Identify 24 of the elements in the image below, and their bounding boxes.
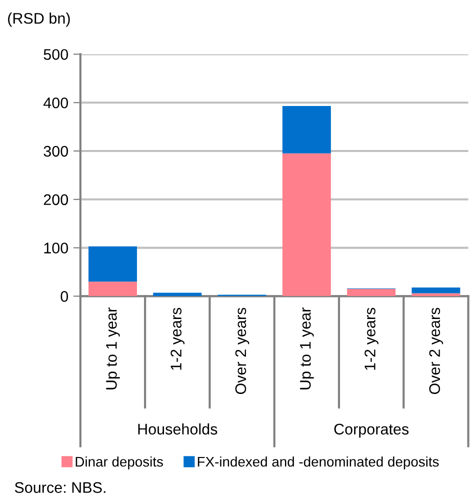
legend-label: Dinar deposits [76, 456, 163, 470]
bar [88, 282, 137, 296]
x-tick-label: 1-2 years [170, 308, 184, 370]
x-tick-label: Over 2 years [429, 308, 444, 394]
y-tick-label: 400 [43, 97, 68, 108]
legend-label: FX-indexed and -denominated deposits [198, 456, 439, 470]
text: Corporates [334, 424, 409, 438]
y-tick-label: 100 [44, 242, 68, 254]
y-tick-label: 500 [44, 49, 68, 60]
y-tick-label: 200 [44, 194, 68, 206]
text: Households [138, 423, 218, 435]
x-tick-label: Over 2 years [235, 308, 250, 394]
y-tick-label: 300 [44, 146, 68, 157]
x-tick-label: Up to 1 year [300, 308, 314, 390]
y-tick-label: 0 [60, 291, 68, 302]
source-note: Source: NBS. [14, 482, 106, 493]
y-axis-title: (RSD bn) [8, 12, 70, 27]
bar [412, 287, 460, 294]
x-tick-label: Up to 1 year [106, 308, 120, 390]
bar [347, 288, 396, 296]
x-tick-label: 1-2 years [364, 308, 378, 370]
bar [88, 246, 137, 282]
bar [282, 153, 331, 296]
bar [282, 106, 331, 154]
